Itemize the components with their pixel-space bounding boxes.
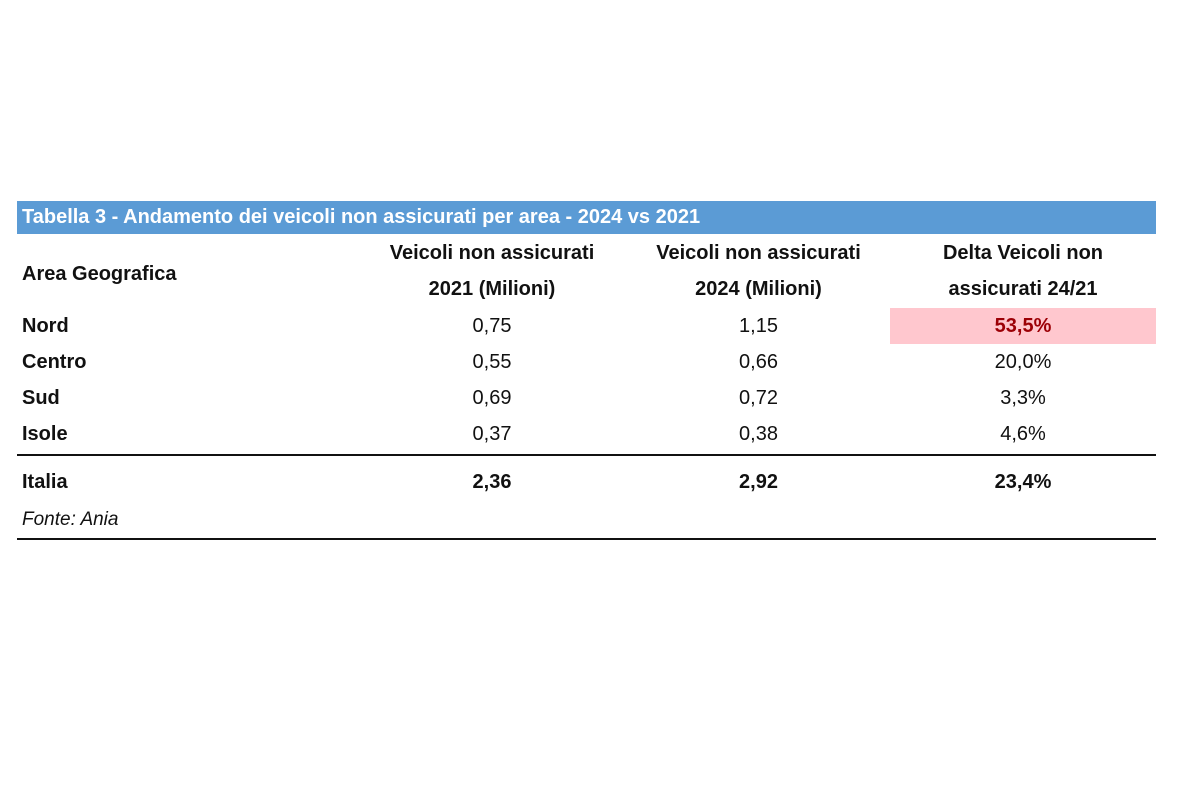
- row-sud-2021: 0,69: [472, 387, 512, 409]
- row-centro-area: Centro: [22, 351, 87, 373]
- header-2024-line1: Veicoli non assicurati: [656, 242, 861, 264]
- row-isole-2021: 0,37: [472, 423, 512, 445]
- row-centro-delta: 20,0%: [994, 351, 1052, 373]
- data-table: Tabella 3 - Andamento dei veicoli non as…: [17, 201, 1156, 540]
- header-2024-line2: 2024 (Milioni): [695, 278, 822, 300]
- row-nord-area: Nord: [22, 315, 69, 337]
- table-title: Tabella 3 - Andamento dei veicoli non as…: [17, 201, 1156, 234]
- row-nord-delta: 53,5%: [890, 308, 1156, 344]
- header-area-label: Area Geografica: [22, 263, 177, 285]
- row-sud-2024: 0,72: [739, 387, 778, 409]
- row-centro-2024: 0,66: [739, 351, 778, 373]
- row-sud-delta: 3,3%: [1000, 387, 1046, 409]
- header-delta: Delta Veicoli non assicurati 24/21: [890, 234, 1156, 308]
- source-note: Fonte: Ania: [17, 508, 1156, 540]
- row-total-delta: 23,4%: [994, 471, 1052, 493]
- row-total-2024: 2,92: [739, 471, 778, 493]
- row-isole-area: Isole: [22, 423, 68, 445]
- table-grid: Area Geografica Veicoli non assicurati 2…: [17, 234, 1156, 508]
- row-total-2021: 2,36: [472, 471, 512, 493]
- header-area: Area Geografica: [17, 234, 357, 308]
- row-isole-delta: 4,6%: [1000, 423, 1046, 445]
- row-total-area: Italia: [22, 471, 68, 493]
- header-2021-line2: 2021 (Milioni): [428, 278, 556, 300]
- row-isole-2024: 0,38: [739, 423, 778, 445]
- row-nord-2024: 1,15: [739, 315, 778, 337]
- header-2021: Veicoli non assicurati 2021 (Milioni): [357, 234, 627, 308]
- row-centro-2021: 0,55: [472, 351, 512, 373]
- header-delta-line2: assicurati 24/21: [948, 278, 1098, 300]
- total-separator: [17, 454, 1156, 456]
- header-2024: Veicoli non assicurati 2024 (Milioni): [627, 234, 890, 308]
- row-sud-area: Sud: [22, 387, 60, 409]
- header-2021-line1: Veicoli non assicurati: [389, 242, 595, 264]
- row-nord-2021: 0,75: [472, 315, 512, 337]
- header-delta-line1: Delta Veicoli non: [942, 242, 1104, 264]
